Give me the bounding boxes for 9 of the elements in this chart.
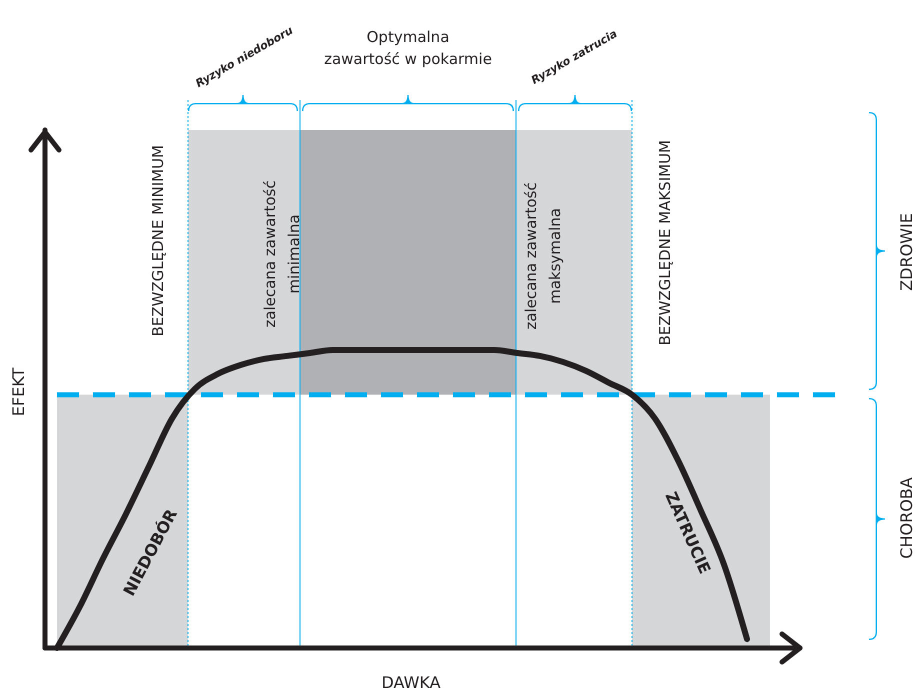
text: zalecana zawartość maksymalna — [522, 182, 564, 330]
text: ZDROWIE — [897, 213, 916, 291]
text: CHOROBA — [897, 477, 916, 559]
text: Optymalna zawartość w pokarmie — [324, 28, 492, 68]
text: BEZWZGLĘDNE MAKSIMUM — [656, 140, 674, 346]
text: BEZWZGLĘDNE MINIMUM — [149, 145, 167, 336]
text: zalecana zawartość minimalna — [261, 180, 303, 328]
x-axis-title: DAWKA — [381, 673, 441, 692]
y-axis-title: EFEKT — [9, 368, 28, 416]
